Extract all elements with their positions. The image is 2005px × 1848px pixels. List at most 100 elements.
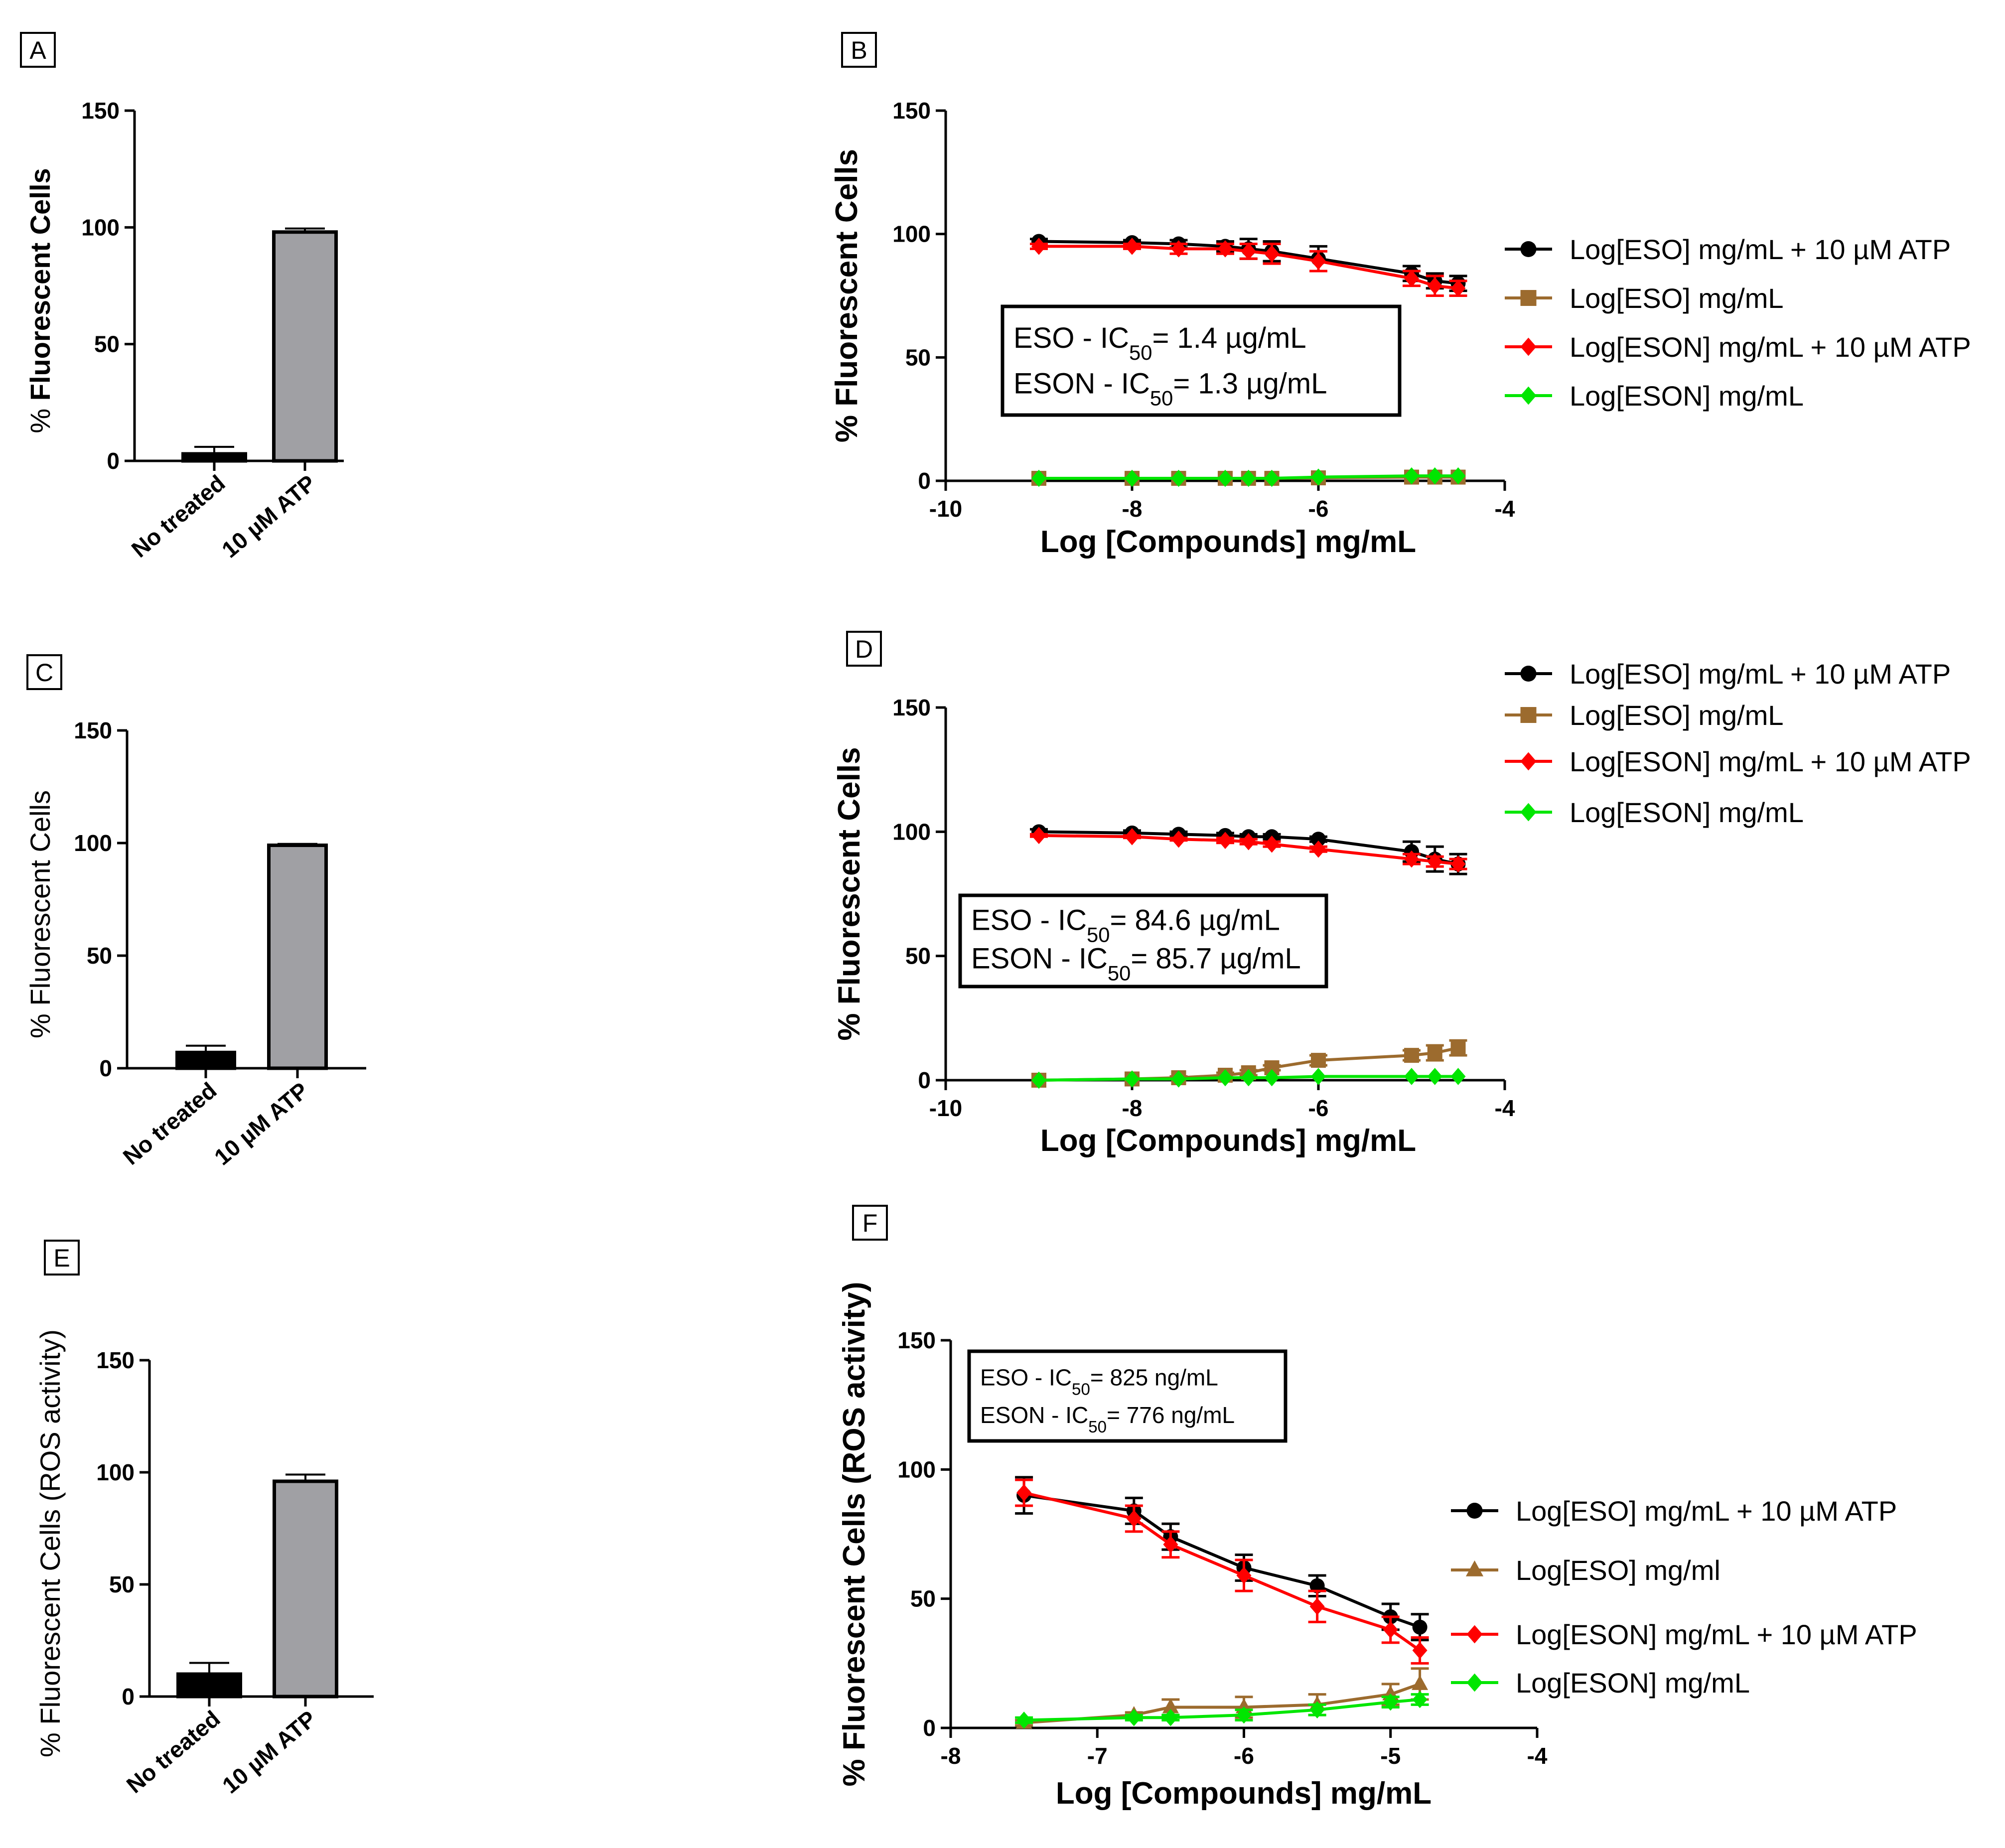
data-point: [1241, 243, 1256, 260]
panel-label: A: [29, 36, 46, 64]
data-point: [1520, 337, 1537, 356]
data-point: [1241, 469, 1256, 487]
data-point: [1311, 1053, 1326, 1068]
data-point: [1404, 850, 1419, 868]
bar: [267, 844, 328, 1070]
data-point: [1016, 1484, 1032, 1502]
data-point: [1171, 469, 1186, 487]
data-point: [1126, 1709, 1142, 1726]
ic50-text: ESON - IC: [980, 1402, 1088, 1428]
legend-label: Log[ESO] mg/mL: [1570, 283, 1784, 314]
data-point: [1264, 469, 1280, 487]
x-tick-label: No treated: [127, 470, 230, 563]
series-line: [1038, 830, 1459, 866]
data-point: [1125, 828, 1140, 846]
legend-item: Log[ESO] mg/mL: [1505, 700, 1784, 731]
y-tick-label: 150: [96, 1347, 135, 1373]
series-line: [1039, 474, 1458, 480]
y-axis-title: % Fluorescent Cells (ROS activity): [837, 1282, 871, 1787]
data-point: [1031, 469, 1046, 487]
ic50-text: = 825 ng/mL: [1090, 1364, 1218, 1390]
y-tick-label: 0: [122, 1684, 135, 1709]
ic50-subscript: 50: [1087, 923, 1110, 946]
data-point: [1264, 836, 1280, 853]
legend-label: Log[ESON] mg/mL + 10 µM ATP: [1570, 331, 1971, 363]
series-0: [1030, 234, 1467, 292]
data-point: [1412, 1675, 1429, 1690]
data-point: [1520, 386, 1537, 405]
bar: [272, 230, 338, 463]
y-axis-title: % Fluorescent Cells: [830, 149, 864, 442]
series-3: [1015, 1691, 1429, 1729]
x-tick-label: -10: [929, 496, 962, 522]
panel-label-box: [852, 1205, 888, 1241]
data-point: [1125, 1070, 1140, 1088]
data-point: [1404, 270, 1419, 287]
panel-label-box: [20, 32, 56, 68]
ic50-line: ESON - IC50= 85.7 µg/mL: [971, 942, 1301, 985]
ic50-text: ESO - IC: [980, 1364, 1072, 1390]
data-point: [1236, 1566, 1252, 1584]
data-point: [1427, 467, 1442, 485]
data-point: [1162, 1698, 1179, 1713]
y-tick-label: 150: [81, 98, 120, 124]
ic50-subscript: 50: [1088, 1418, 1107, 1436]
y-axis-title: % Fluorescent Cells: [24, 790, 56, 1038]
data-point: [1412, 1691, 1428, 1708]
data-point: [1404, 1068, 1419, 1085]
legend-label: Log[ESO] mg/mL + 10 µM ATP: [1570, 658, 1951, 690]
panel-label-box: [841, 32, 877, 68]
legend-item: Log[ESO] mg/mL: [1505, 283, 1784, 314]
data-point: [1412, 1642, 1428, 1659]
panel-label-box: [26, 654, 62, 690]
legend-item: Log[ESON] mg/mL + 10 µM ATP: [1505, 746, 1971, 777]
x-tick-label: 10 µM ATP: [217, 470, 320, 563]
x-tick-label: No treated: [122, 1706, 225, 1798]
legend-label: Log[ESON] mg/mL + 10 µM ATP: [1570, 746, 1971, 777]
chart-panel-D: 0 50 100 150 -10 -8 -6 -4 Log [Compounds] mg/mL%…: [832, 658, 1971, 1158]
ic50-box: [967, 1349, 1288, 1443]
legend-item: Log[ESON] mg/mL: [1451, 1667, 1750, 1699]
x-tick-label: -4: [1495, 496, 1515, 522]
data-point: [1171, 240, 1186, 258]
y-axis-title: % Fluorescent Cells (ROS activity): [34, 1329, 66, 1757]
panel-label-box: [846, 631, 882, 667]
data-point: [1427, 1045, 1442, 1061]
data-point: [1309, 1578, 1325, 1593]
x-tick-label: -8: [1122, 496, 1143, 522]
ic50-text: ESON - IC: [1013, 367, 1150, 400]
data-point: [1466, 1673, 1483, 1692]
data-point: [1427, 277, 1442, 294]
x-axis-title: Log [Compounds] mg/mL: [1040, 1124, 1416, 1158]
data-point: [1125, 238, 1140, 255]
data-point: [1241, 833, 1256, 851]
data-point: [1520, 666, 1537, 682]
data-point: [1311, 468, 1326, 486]
series-line: [1038, 1075, 1458, 1082]
data-point: [1404, 467, 1419, 485]
legend-label: Log[ESON] mg/mL + 10 µM ATP: [1516, 1619, 1917, 1650]
ic50-line: ESON - IC50= 776 ng/mL: [980, 1402, 1235, 1436]
bar: [181, 452, 247, 463]
series-2: [1015, 1478, 1429, 1665]
data-point: [1171, 1070, 1186, 1088]
panel-label: C: [35, 659, 53, 687]
series-line: [1038, 834, 1458, 866]
y-axis-title-part: %: [24, 401, 56, 433]
y-axis-title-part: % Fluorescent Cells (ROS activity): [34, 1329, 66, 1757]
panel-label-box: [44, 1240, 80, 1276]
data-point: [1311, 252, 1326, 270]
panel-label: F: [862, 1209, 878, 1237]
y-tick-label: 100: [897, 1456, 936, 1482]
y-axis-title-part: % Fluorescent Cells: [24, 790, 56, 1038]
series-3: [1031, 467, 1466, 487]
x-tick-label: 10 µM ATP: [217, 1706, 321, 1799]
data-point: [1412, 1619, 1428, 1635]
y-tick-label: 100: [892, 221, 931, 247]
data-point: [1031, 238, 1046, 255]
x-tick-label: -10: [929, 1095, 962, 1121]
legend-item: Log[ESO] mg/mL + 10 µM ATP: [1505, 234, 1951, 265]
x-tick-label: -4: [1495, 1095, 1515, 1121]
